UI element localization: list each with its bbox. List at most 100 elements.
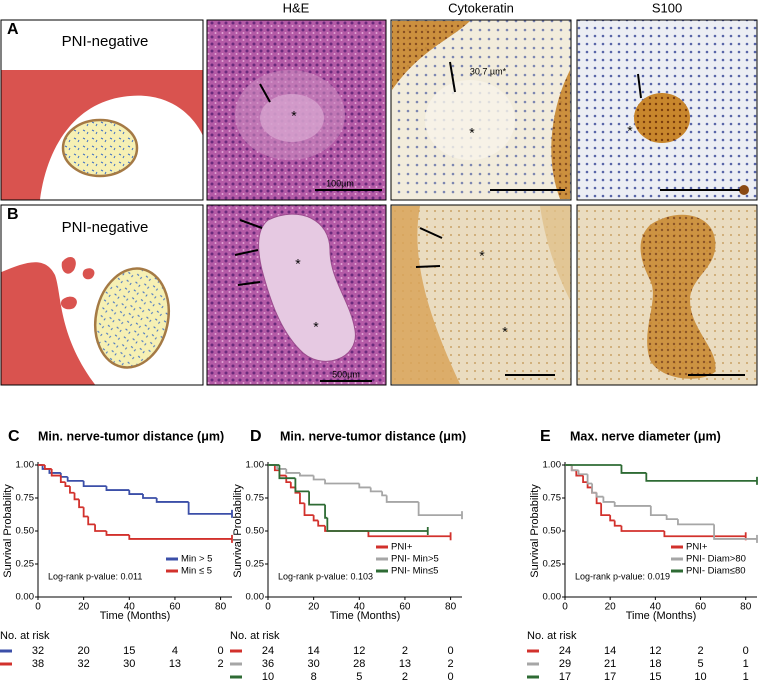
survival-step: [381, 491, 387, 497]
risk-count: 8: [311, 671, 317, 682]
risk-count: 0: [448, 645, 454, 657]
legend-label: PNI+: [391, 542, 413, 553]
risk-count: 24: [559, 645, 571, 657]
schematic-b: [0, 204, 204, 386]
micrograph: [576, 204, 758, 386]
survival-step: [613, 520, 622, 527]
legend-label: PNI- Min≤5: [391, 566, 438, 577]
risk-count: 12: [353, 645, 365, 657]
y-tick-label: 1.00: [16, 460, 35, 471]
risk-count: 21: [604, 658, 616, 670]
x-tick-label: 40: [650, 602, 662, 613]
x-tick-label: 0: [35, 602, 41, 613]
y-tick-label: 0.25: [246, 559, 265, 570]
risk-count: 0: [743, 645, 749, 657]
asterisk: *: [295, 256, 301, 272]
survival-step: [620, 465, 647, 474]
y-tick-label: 0.00: [543, 592, 562, 603]
panel-label: C: [8, 428, 20, 445]
risk-count: 15: [649, 671, 661, 682]
survival-step: [575, 470, 584, 477]
y-axis-label: Survival Probability: [529, 484, 541, 578]
survival-step: [278, 470, 287, 477]
legend-label: PNI- Diam≤80: [686, 566, 746, 577]
survival-step: [66, 476, 84, 482]
micrograph: [390, 204, 572, 386]
survival-step: [48, 468, 61, 474]
risk-title: No. at risk: [527, 630, 577, 642]
charts: C Min. nerve-tumor distance (μm) Survival …: [0, 428, 758, 682]
risk-count: 32: [32, 645, 44, 657]
y-axis-label: Survival Probability: [2, 484, 14, 578]
asterisk: *: [291, 108, 297, 124]
survival-step: [417, 501, 462, 517]
survival-step: [82, 480, 107, 488]
scale-bar-label: 100µm: [326, 178, 354, 188]
survival-step: [78, 499, 84, 509]
asterisk: *: [502, 324, 508, 340]
legend-label: PNI- Min>5: [391, 554, 439, 565]
micrograph: [576, 19, 758, 201]
x-tick-label: 60: [695, 602, 707, 613]
x-tick-label: 0: [265, 602, 271, 613]
risk-count: 0: [218, 645, 224, 657]
survival-step: [187, 501, 232, 515]
survival-step: [602, 496, 615, 503]
micrograph: [390, 19, 572, 201]
x-tick-label: 20: [605, 602, 617, 613]
risk-count: 2: [697, 645, 703, 657]
chart-title: Min. nerve-tumor distance (μm): [280, 429, 466, 443]
legend-label: PNI+: [686, 542, 708, 553]
y-tick-label: 0.25: [16, 559, 35, 570]
survival-step: [87, 516, 96, 526]
panel-label: A: [7, 21, 19, 38]
asterisk: *: [469, 125, 475, 141]
x-tick-label: 40: [124, 602, 136, 613]
survival-step: [586, 474, 593, 485]
y-tick-label: 0.00: [16, 592, 35, 603]
x-axis-label: Time (Months): [100, 610, 171, 622]
survival-step: [677, 519, 715, 526]
x-tick-label: 20: [308, 602, 320, 613]
column-heading: S100: [652, 0, 682, 15]
legend-label: Min ≤ 5: [181, 566, 212, 577]
survival-step: [82, 507, 89, 518]
survival-step: [600, 503, 611, 517]
x-tick-label: 20: [78, 602, 90, 613]
risk-count: 2: [402, 671, 408, 682]
survival-step: [620, 525, 665, 532]
risk-count: 30: [123, 658, 135, 670]
x-tick-label: 80: [215, 602, 227, 613]
y-tick-label: 0.50: [246, 526, 265, 537]
survival-step: [278, 465, 296, 480]
survival-step: [324, 479, 360, 485]
risk-count: 24: [262, 645, 274, 657]
micrograph: [206, 204, 387, 386]
x-axis-label: Time (Months): [330, 610, 401, 622]
asterisk: *: [313, 319, 319, 335]
x-tick-label: 80: [445, 602, 457, 613]
survival-step: [59, 475, 66, 484]
risk-title: No. at risk: [230, 630, 280, 642]
survival-step: [155, 498, 189, 503]
measurement-label: 30.7 µm*: [470, 66, 507, 76]
survival-step: [312, 475, 326, 481]
x-tick-label: 80: [740, 602, 752, 613]
risk-count: 1: [743, 671, 749, 682]
y-tick-label: 0.75: [543, 493, 562, 504]
asterisk: *: [627, 123, 633, 139]
annotation: Log-rank p-value: 0.103: [278, 571, 373, 581]
legend-label: Min > 5: [181, 554, 212, 565]
risk-count: 2: [218, 658, 224, 670]
y-axis-label: Survival Probability: [232, 484, 244, 578]
survival-step: [105, 486, 130, 491]
x-tick-label: 0: [562, 602, 568, 613]
risk-count: 13: [169, 658, 181, 670]
y-tick-label: 0.75: [16, 493, 35, 504]
survival-step: [595, 492, 604, 498]
survival-step: [577, 470, 588, 476]
y-tick-label: 1.00: [543, 460, 562, 471]
survival-step: [649, 505, 667, 517]
survival-step: [276, 465, 287, 470]
